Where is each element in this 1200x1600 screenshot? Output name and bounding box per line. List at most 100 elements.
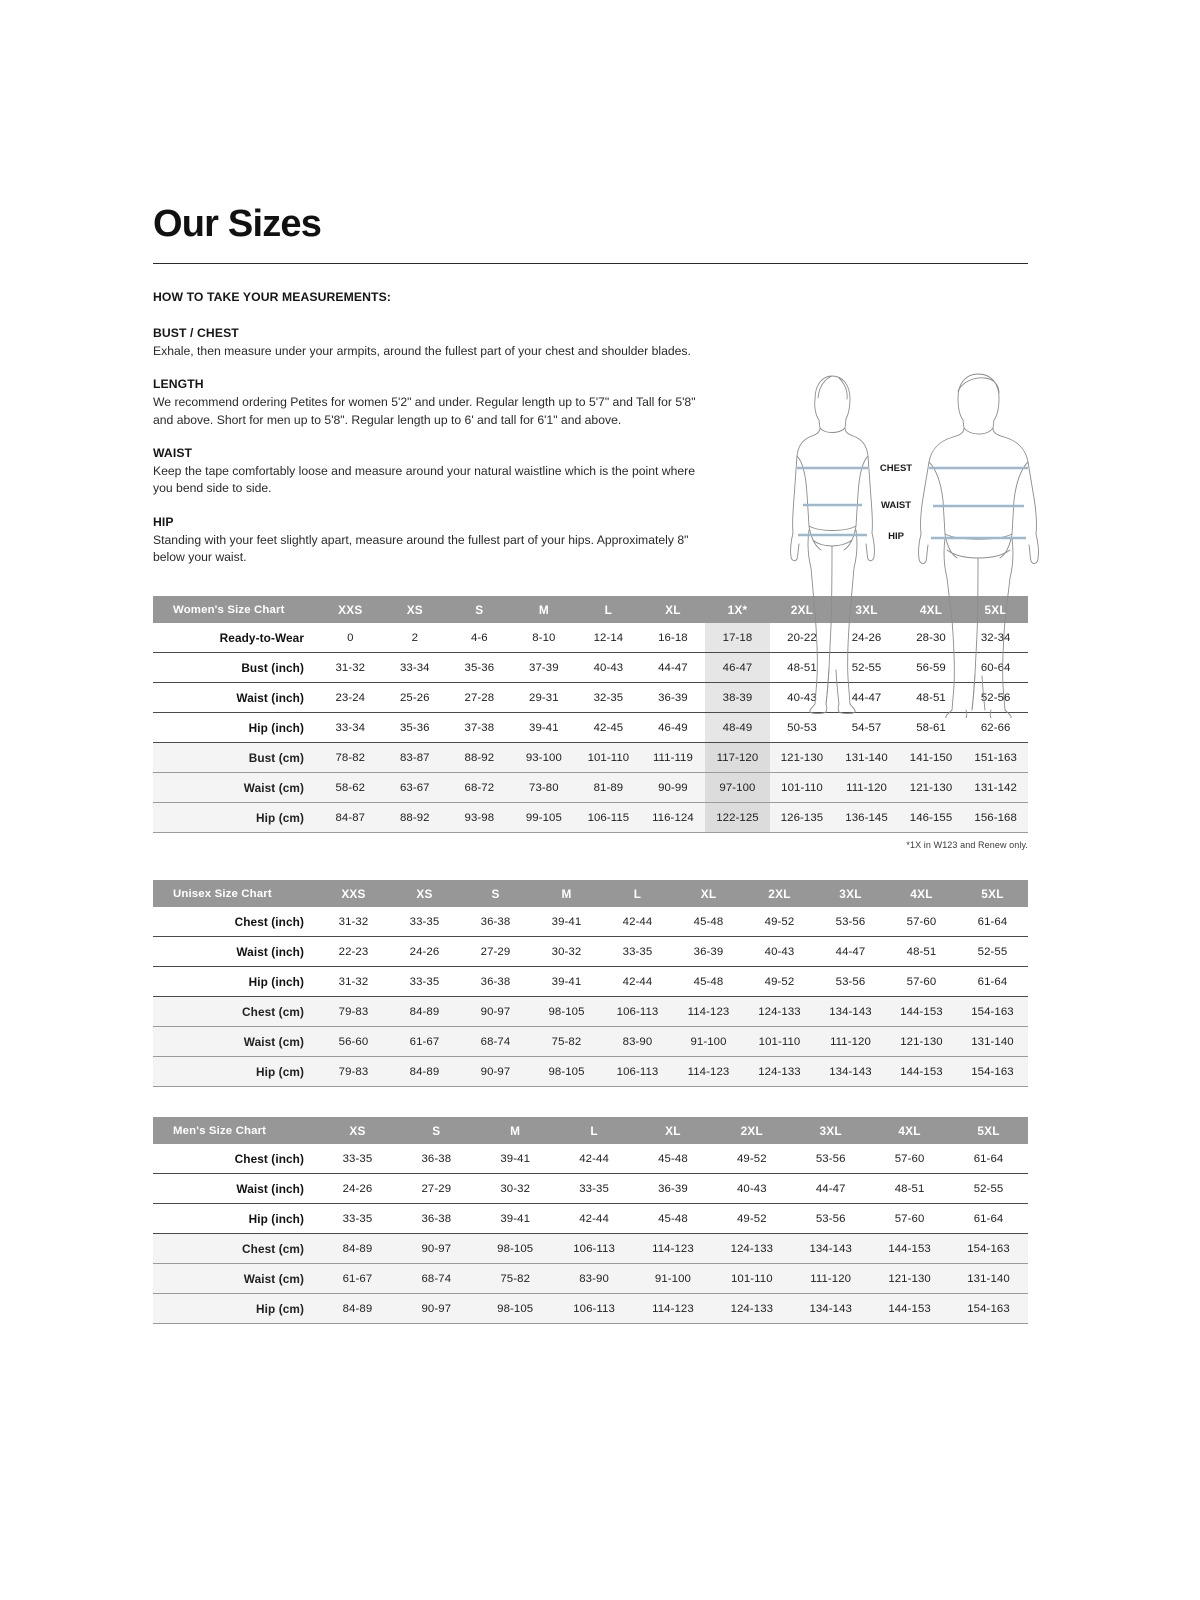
table-cell: 32-35	[593, 691, 624, 704]
table-cell: 40-43	[787, 691, 817, 704]
table-cell: 16-18	[658, 631, 688, 644]
table-cell: 27-28	[464, 691, 495, 704]
table-cell: 33-35	[409, 915, 440, 928]
table-cell: 49-52	[737, 1212, 767, 1225]
table-cell: 114-123	[687, 1065, 730, 1078]
row-label: Chest (cm)	[242, 1241, 305, 1256]
table-cell: 45-48	[658, 1212, 688, 1225]
table-cell: 134-143	[829, 1005, 872, 1018]
table-cell: 39-41	[529, 721, 559, 734]
table-cell: 146-155	[909, 811, 953, 824]
table-cell: 121-130	[888, 1272, 931, 1285]
instruction-section: LENGTH We recommend ordering Petites for …	[153, 377, 713, 429]
table-cell: 83-90	[579, 1272, 609, 1285]
table-row: Hip (cm) 84-89 90-97 98-105 106-113 114-123 12…	[153, 1293, 1028, 1324]
table-cell: 131-140	[967, 1272, 1010, 1285]
instruction-body: We recommend ordering Petites for women …	[153, 395, 696, 427]
male-figure-outline	[918, 373, 1039, 718]
column-header-5xl: 5XL	[957, 880, 1028, 908]
table-cell: 114-123	[652, 1242, 694, 1255]
table-cell: 122-125	[705, 802, 770, 833]
table-cell: 36-38	[421, 1212, 452, 1225]
table-cell: 91-100	[654, 1272, 691, 1285]
column-header-2xl: 2XL	[744, 880, 815, 908]
table-cell: 88-92	[464, 751, 495, 764]
table-cell: 37-38	[464, 721, 495, 734]
female-figure-outline	[790, 375, 875, 714]
figure-label-chest: CHEST	[880, 463, 912, 474]
column-header-1x: 1X*	[705, 596, 770, 624]
table-header-row: Unisex Size Chart XXS XS S M L XL 2XL 3XL 4XL 5XL	[153, 880, 1028, 908]
table-cell: 131-142	[974, 781, 1017, 794]
column-header-2xl: 2XL	[712, 1117, 792, 1145]
table-cell: 61-67	[409, 1035, 440, 1048]
table-cell: 42-44	[579, 1212, 609, 1225]
table-block-unisex: Unisex Size Chart XXS XS S M L XL 2XL 3XL 4XL 5XL C…	[153, 880, 1028, 1087]
table-cell: 24-26	[409, 945, 440, 958]
table-cell: 33-34	[335, 721, 366, 734]
table-cell: 53-56	[815, 1152, 846, 1165]
table-cell: 144-153	[888, 1242, 931, 1255]
table-cell: 63-67	[399, 781, 430, 794]
table-cell: 27-29	[421, 1182, 452, 1195]
table-cell: 20-22	[787, 631, 817, 644]
table-footnote: *1X in W123 and Renew only.	[906, 840, 1028, 851]
table-cell: 36-39	[658, 1182, 688, 1195]
instruction-body: Exhale, then measure under your armpits,…	[153, 343, 691, 358]
female-measure-lines	[797, 466, 868, 537]
body-figures: CHEST WAIST HIP	[753, 358, 1043, 718]
table-cell: 48-51	[906, 945, 937, 958]
howto-heading: HOW TO TAKE YOUR MEASUREMENTS:	[153, 289, 391, 304]
table-cell: 50-53	[787, 721, 817, 734]
table-row: Hip (cm) 79-83 84-89 90-97 98-105 106-113 114-…	[153, 1056, 1028, 1087]
table-cell: 33-35	[342, 1152, 373, 1165]
table-cell: 44-47	[835, 945, 866, 958]
table-row: Chest (cm) 79-83 84-89 90-97 98-105 106-113 11…	[153, 996, 1028, 1027]
table-cell: 24-26	[851, 631, 882, 644]
table-cell: 106-113	[573, 1242, 615, 1255]
instruction-body: Keep the tape comfortably loose and meas…	[153, 463, 695, 496]
figure-label-hip: HIP	[888, 531, 905, 542]
size-tables: Women's Size Chart XXS XS S M L XL 1X* 2XL 3XL 4XL…	[153, 596, 1028, 1324]
table-row: Chest (cm) 84-89 90-97 98-105 106-113 114-123…	[153, 1233, 1028, 1264]
table-cell: 39-41	[551, 975, 582, 988]
table-cell: 46-49	[658, 721, 688, 734]
table-cell: 24-26	[342, 1182, 373, 1195]
table-row: Chest (inch) 33-35 36-38 39-41 42-44 45-48 49-…	[153, 1144, 1028, 1174]
table-cell: 52-56	[980, 691, 1011, 704]
table-cell: 121-130	[909, 781, 953, 794]
instruction-section: BUST / CHEST Exhale, then measure under y…	[153, 326, 713, 360]
table-cell: 38-39	[705, 682, 770, 713]
table-cell: 83-90	[622, 1035, 653, 1048]
table-cell: 68-74	[480, 1035, 511, 1048]
table-cell: 97-100	[705, 772, 770, 803]
table-cell: 134-143	[809, 1242, 852, 1255]
table-cell: 124-133	[758, 1065, 801, 1078]
table-cell: 57-60	[906, 975, 937, 988]
table-cell: 27-29	[480, 945, 511, 958]
instruction-section: WAIST Keep the tape comfortably loose and…	[153, 446, 713, 498]
column-header-s: S	[396, 1117, 476, 1145]
table-cell: 39-41	[500, 1212, 531, 1225]
row-label: Hip (inch)	[248, 1211, 305, 1226]
column-header-m: M	[475, 1117, 555, 1145]
table-cell: 106-113	[616, 1065, 659, 1078]
column-header-xs: XS	[318, 1117, 397, 1145]
table-cell: 124-133	[758, 1005, 801, 1018]
row-label: Waist (inch)	[236, 944, 304, 959]
column-header-l: L	[554, 1117, 634, 1145]
table-cell: 90-97	[421, 1242, 452, 1255]
table-cell: 42-44	[622, 975, 653, 988]
table-cell: 31-32	[338, 975, 369, 988]
table-cell: 84-89	[409, 1005, 440, 1018]
column-header-4xl: 4XL	[886, 880, 957, 908]
table-cell: 111-120	[846, 781, 887, 794]
table-cell: 33-35	[579, 1182, 609, 1195]
instruction-section-list: BUST / CHEST Exhale, then measure under y…	[153, 326, 713, 566]
table-row: Hip (inch) 33-35 36-38 39-41 42-44 45-48 49-52…	[153, 1204, 1028, 1234]
measurement-figures-svg: CHEST WAIST HIP	[790, 373, 1039, 718]
table-cell: 121-130	[900, 1035, 943, 1048]
table-cell: 58-62	[335, 781, 366, 794]
table-cell: 48-51	[894, 1182, 925, 1195]
